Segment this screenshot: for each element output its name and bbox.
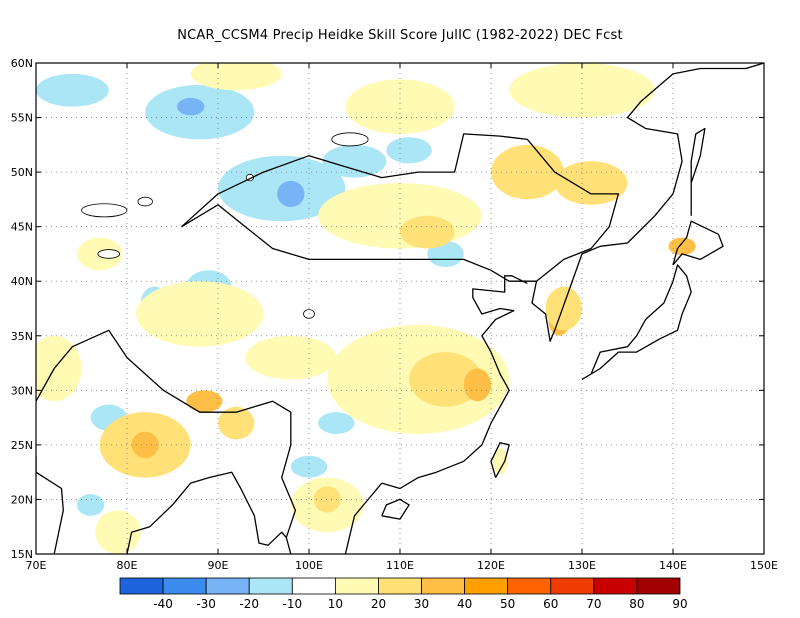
coastline [181, 133, 620, 282]
skill-region-light-blue [76, 493, 105, 516]
coastline [581, 264, 692, 380]
coastline-layer [36, 63, 764, 554]
axis-ticks: 70E 80E 90E 100E 110E 120E 130E 140E 150E 15N 20N 2… [11, 57, 778, 572]
lat-tick-label: 30N [11, 384, 33, 397]
skill-region-light-blue [318, 412, 355, 434]
skill-region-yellow [491, 144, 564, 200]
lon-tick-label: 70E [26, 559, 47, 572]
skill-region-pale-yellow [509, 63, 655, 118]
skill-region-orange [186, 390, 223, 413]
coastline [490, 442, 510, 478]
colorbar-bin [507, 577, 552, 595]
lat-tick-label: 15N [11, 548, 33, 561]
colorbar-label: -30 [196, 597, 216, 611]
colorbar-label: 80 [629, 597, 644, 611]
skill-region-orange [131, 431, 159, 458]
lake [97, 249, 121, 259]
water-body-layer [81, 132, 369, 319]
lat-tick-label: 20N [11, 493, 33, 506]
colorbar-bin [550, 577, 595, 595]
colorbar-bin [636, 577, 681, 595]
lake [81, 203, 128, 218]
skill-region-pale-yellow [492, 448, 508, 475]
colorbar-bin [248, 577, 293, 595]
lon-tick-label: 110E [386, 559, 414, 572]
coastline [344, 482, 383, 554]
colorbar-bin [378, 577, 422, 595]
colorbar-label: -40 [153, 597, 173, 611]
lat-tick-label: 25N [11, 439, 33, 452]
colorbar-bin [593, 577, 638, 595]
lat-tick-label: 45N [11, 221, 33, 234]
coastline [381, 275, 528, 490]
colorbar-bin [291, 577, 336, 595]
colorbar-label: 30 [414, 597, 429, 611]
colorbar-bin [119, 577, 164, 595]
colorbar-bin [162, 577, 207, 595]
lake [331, 132, 369, 147]
coastline [690, 127, 706, 216]
skill-region-yellow [218, 406, 255, 440]
colorbar-label: 10 [328, 597, 343, 611]
colorbar-label: 20 [371, 597, 386, 611]
coastline [381, 498, 410, 520]
lat-lon-grid [36, 63, 764, 554]
lon-tick-label: 100E [295, 559, 323, 572]
colorbar-label: -20 [239, 597, 259, 611]
colorbar-label: 70 [586, 597, 601, 611]
skill-region-orange [463, 368, 491, 402]
skill-region-yellow [313, 486, 341, 513]
coastline [36, 329, 297, 554]
lon-tick-label: 130E [568, 559, 596, 572]
colorbar-label: 90 [672, 597, 687, 611]
skill-region-yellow [545, 286, 582, 331]
skill-region-light-blue [36, 73, 109, 107]
skill-region-light-blue [322, 144, 387, 178]
colorbar-label: -10 [283, 597, 303, 611]
lon-tick-label: 140E [659, 559, 687, 572]
skill-region-mid-blue [177, 97, 205, 116]
colorbar-bin [464, 577, 509, 595]
lat-tick-label: 40N [11, 275, 33, 288]
coastline [36, 455, 64, 554]
map-title: NCAR_CCSM4 Precip Heidke Skill Score Jul… [177, 28, 623, 43]
colorbar: -40 -30 -20 -10 10 20 30 40 50 60 70 80 90 [119, 577, 688, 611]
lake [137, 196, 153, 207]
skill-region-pale-yellow [36, 335, 82, 402]
skill-region-pale-yellow [190, 63, 282, 91]
coastline [672, 220, 724, 266]
skill-region-pale-yellow [345, 79, 455, 134]
colorbar-label: 60 [543, 597, 558, 611]
lat-tick-label: 35N [11, 330, 33, 343]
lat-tick-label: 50N [11, 166, 33, 179]
skill-region-orange [668, 237, 696, 256]
skill-region-mid-blue [277, 180, 305, 208]
colorbar-label: 40 [457, 597, 472, 611]
skill-score-fill-layer [36, 63, 696, 554]
colorbar-bin [334, 577, 379, 595]
skill-region-pale-yellow [136, 281, 264, 347]
coastline [126, 471, 287, 554]
skill-region-yellow [400, 215, 455, 249]
lat-tick-label: 55N [11, 112, 33, 125]
lon-tick-label: 120E [477, 559, 505, 572]
skill-region-light-blue [290, 455, 328, 478]
lon-tick-label: 80E [117, 559, 138, 572]
colorbar-bin [421, 577, 466, 595]
skill-region-pale-yellow [245, 335, 337, 380]
skill-region-light-blue [386, 137, 432, 164]
colorbar-bin [205, 577, 250, 595]
colorbar-label: 50 [500, 597, 515, 611]
skill-region-yellow [409, 352, 482, 407]
coastline [581, 63, 764, 255]
lon-tick-label: 150E [750, 559, 778, 572]
lat-tick-label: 60N [11, 57, 33, 70]
lon-tick-label: 90E [208, 559, 229, 572]
coastline [531, 253, 583, 342]
